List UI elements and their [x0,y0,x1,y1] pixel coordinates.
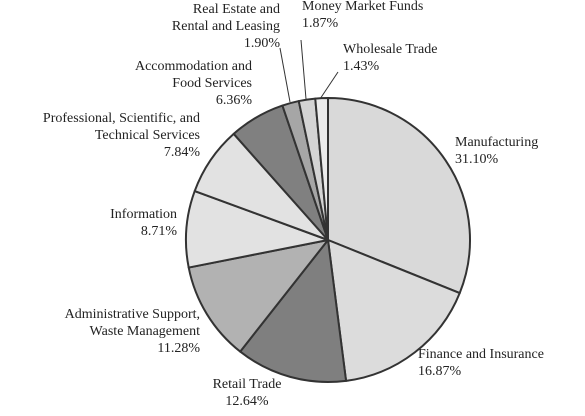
slice-label: Retail Trade [213,377,282,392]
slice-value-label: 1.90% [244,36,281,51]
pie-slice [239,239,348,383]
slice-label: Accommodation and Food Services [135,59,252,91]
pie-slice [327,239,461,382]
slice-label: Real Estate and Rental and Leasing [172,2,280,34]
leader-line [319,71,339,100]
slice-value-label: 8.71% [141,224,178,239]
slice-label: Manufacturing [455,135,538,150]
slice-label: Information [110,207,177,222]
slice-label: Professional, Scientific, and Technical S… [43,111,200,143]
slice-label: Administrative Support, Waste Management [65,307,200,339]
pie-slice [327,97,471,295]
slice-label: Money Market Funds [302,0,423,14]
slice-label: Finance and Insurance [418,347,544,362]
slice-value-label: 12.64% [225,394,269,409]
slice-label: Wholesale Trade [343,42,437,57]
slice-value-label: 31.10% [455,152,499,167]
slice-value-label: 16.87% [418,364,462,379]
pie-slice [187,239,329,353]
slice-value-label: 11.28% [157,341,200,356]
slice-value-label: 1.43% [343,59,380,74]
pie-slice [314,97,329,241]
slice-value-label: 6.36% [216,93,253,108]
leader-line [300,39,307,100]
leader-line [279,47,291,103]
slice-value-label: 1.87% [302,16,339,31]
slice-value-label: 7.84% [164,145,201,160]
